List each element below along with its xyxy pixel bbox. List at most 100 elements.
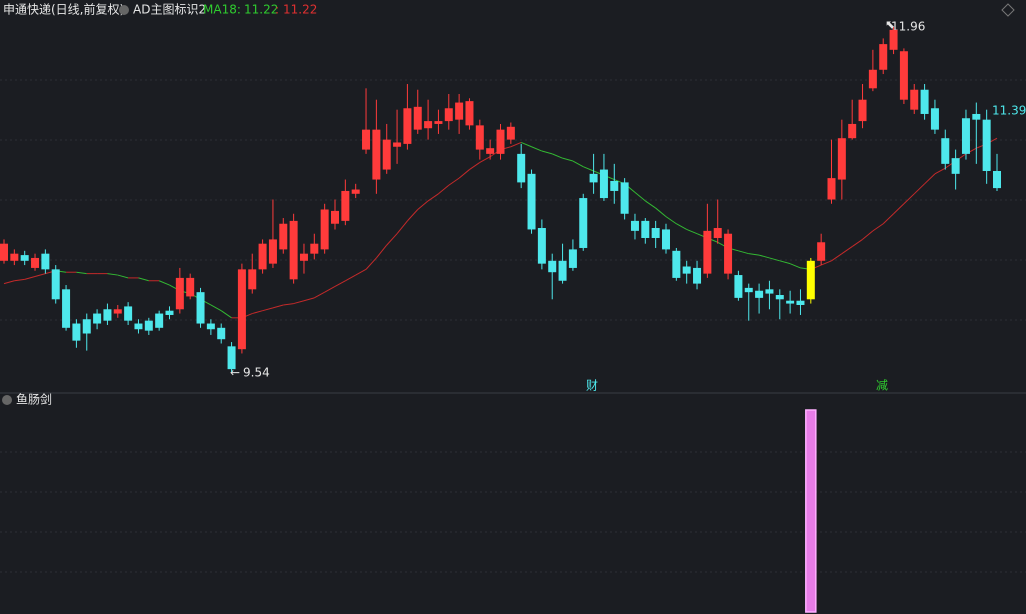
candle-body bbox=[31, 257, 40, 268]
ma-line bbox=[417, 200, 429, 210]
ma-line bbox=[107, 273, 118, 276]
candle-body bbox=[579, 198, 588, 248]
ma-line bbox=[531, 146, 543, 152]
ma-value: 11.22 bbox=[244, 3, 278, 17]
candle-body bbox=[682, 266, 691, 274]
candle-body bbox=[206, 323, 215, 330]
ma-line bbox=[748, 253, 760, 256]
candle-body bbox=[134, 323, 143, 330]
candle-body bbox=[196, 292, 205, 324]
candle-body bbox=[124, 306, 133, 321]
candle-body bbox=[806, 260, 815, 300]
candle-body bbox=[527, 173, 536, 230]
high-arrow: ⬉ bbox=[885, 18, 895, 32]
ma-line bbox=[831, 253, 843, 262]
candle-body bbox=[506, 126, 515, 140]
ma-line bbox=[893, 203, 905, 215]
low-label: 9.54 bbox=[243, 366, 270, 380]
ma-line bbox=[427, 193, 439, 202]
ma-line bbox=[934, 167, 946, 175]
candle-body bbox=[393, 142, 402, 147]
candle-body bbox=[827, 178, 836, 200]
ma-line bbox=[34, 273, 46, 277]
candle-body bbox=[951, 158, 960, 174]
ma-line bbox=[510, 142, 522, 148]
candle-body bbox=[51, 269, 60, 300]
candle-body bbox=[113, 309, 122, 314]
ma-line bbox=[324, 286, 336, 293]
settings-icon[interactable] bbox=[1001, 3, 1015, 17]
ma-line bbox=[272, 304, 284, 309]
ma-line bbox=[314, 291, 325, 299]
ma-line bbox=[634, 191, 646, 202]
ma-line bbox=[676, 223, 687, 230]
ma-line bbox=[220, 310, 232, 319]
grid bbox=[0, 79, 1026, 573]
ma-line bbox=[293, 300, 305, 305]
indicator-icon[interactable] bbox=[119, 5, 129, 15]
candle-body bbox=[382, 139, 391, 170]
candle-body bbox=[444, 108, 453, 122]
ma-line bbox=[334, 280, 346, 287]
candle-body bbox=[155, 313, 164, 328]
candle-body bbox=[93, 313, 102, 324]
ma-line bbox=[14, 278, 25, 282]
candle-body bbox=[630, 220, 639, 231]
chart-title: 申通快递(日线,前复权) bbox=[3, 2, 124, 17]
ma-line bbox=[76, 271, 87, 275]
ma-line bbox=[386, 233, 398, 246]
candle-body bbox=[299, 253, 308, 261]
ma-line bbox=[24, 276, 36, 280]
ma-line bbox=[438, 184, 450, 195]
candle-body bbox=[268, 239, 277, 264]
ma-line bbox=[779, 260, 791, 265]
marks bbox=[0, 27, 1001, 613]
candle-body bbox=[744, 287, 753, 293]
ma-line bbox=[665, 216, 677, 225]
candle-body bbox=[41, 253, 50, 270]
sub-icon[interactable] bbox=[2, 395, 12, 405]
candle-body bbox=[982, 119, 991, 171]
candle-body bbox=[993, 170, 1001, 189]
candle-body bbox=[289, 220, 298, 280]
candle-body bbox=[310, 243, 319, 254]
candle-body bbox=[0, 243, 8, 261]
candle-body bbox=[568, 249, 577, 268]
candle-body bbox=[662, 229, 670, 250]
candle-body bbox=[589, 173, 598, 183]
ma-line bbox=[841, 246, 853, 255]
candle-body bbox=[755, 290, 764, 298]
last-label: 11.390 bbox=[992, 104, 1026, 118]
candle-body bbox=[941, 138, 950, 164]
candle-body bbox=[486, 148, 495, 154]
high-label: 11.96 bbox=[891, 20, 925, 34]
candle-body bbox=[548, 260, 557, 273]
signal-bar bbox=[805, 409, 817, 613]
candle-body bbox=[620, 182, 629, 214]
candle-body bbox=[858, 99, 867, 122]
candle-body bbox=[372, 129, 381, 180]
candle-body bbox=[765, 289, 774, 294]
ma-label: MA18: bbox=[203, 3, 241, 17]
candle-body bbox=[465, 101, 474, 126]
candle-body bbox=[455, 102, 464, 120]
ma-line bbox=[210, 304, 222, 312]
candle-body bbox=[610, 180, 619, 191]
ma-line bbox=[520, 142, 532, 148]
candle-body bbox=[920, 89, 929, 114]
candle-body bbox=[868, 69, 877, 89]
ma-line bbox=[758, 254, 770, 259]
candle-body bbox=[724, 233, 733, 274]
candle-body bbox=[279, 223, 288, 250]
candle-body bbox=[558, 260, 567, 281]
candle-body bbox=[403, 108, 412, 144]
candle-body bbox=[362, 129, 371, 150]
ma-line bbox=[117, 274, 129, 279]
ma-line bbox=[541, 150, 553, 155]
candle-body bbox=[175, 277, 184, 310]
candle-body bbox=[651, 228, 660, 238]
candle-body bbox=[537, 228, 546, 264]
candle-body bbox=[331, 210, 339, 224]
candle-body bbox=[217, 327, 226, 340]
